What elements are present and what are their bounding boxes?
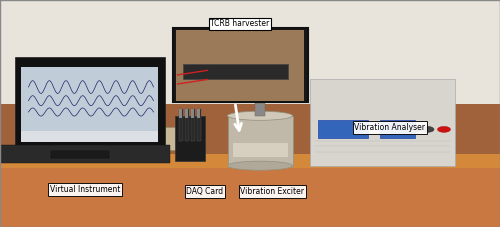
Bar [50,150,110,159]
Bar [185,109,188,118]
Bar [0,154,500,168]
Bar [380,120,415,138]
Bar [228,116,292,166]
Bar [0,145,170,163]
Bar [325,123,355,145]
Bar [176,30,304,101]
Bar [360,120,388,141]
Bar [0,0,500,109]
Bar [115,127,145,150]
Bar [179,109,182,118]
Bar [197,109,200,118]
Bar [232,143,287,157]
Bar [172,28,308,102]
Ellipse shape [228,111,292,120]
Bar [255,100,265,116]
Text: TCRB harvester: TCRB harvester [210,19,270,28]
Bar [150,127,180,150]
Text: Vibration Exciter: Vibration Exciter [240,187,304,196]
Bar [21,131,158,142]
Bar [15,57,165,148]
Bar [0,159,500,227]
Bar [182,64,288,79]
Bar [184,109,188,141]
Text: DAQ Card: DAQ Card [186,187,224,196]
Bar [21,67,158,142]
Bar [178,109,182,141]
Bar [410,118,440,141]
Text: Virtual Instrument: Virtual Instrument [50,185,120,194]
Bar [190,109,194,141]
Bar [191,109,194,118]
Ellipse shape [228,161,292,170]
Bar [175,116,205,161]
Circle shape [408,126,422,132]
Circle shape [438,126,450,132]
Bar [310,79,455,166]
Bar [196,109,200,141]
Text: Vibration Analyser: Vibration Analyser [354,123,426,132]
Bar [0,104,500,163]
Bar [318,120,368,138]
Circle shape [421,126,434,132]
